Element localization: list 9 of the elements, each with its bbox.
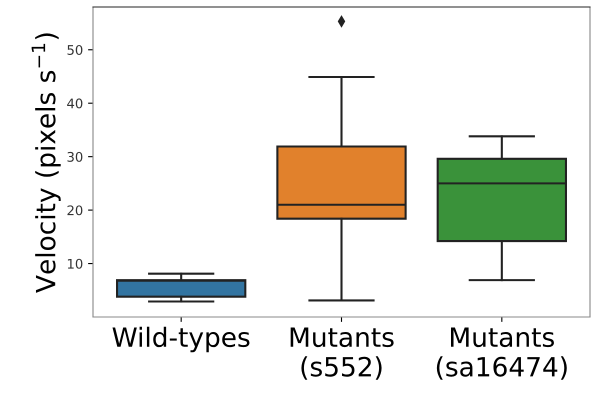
y-tick-label: 20 [67, 205, 82, 216]
y-tick-label: 30 [67, 152, 82, 162]
y-tick-label: 40 [67, 98, 82, 108]
y-tick-label: 10 [68, 258, 82, 269]
x-tick-label: Mutants (sa16474) [436, 328, 567, 380]
x-tick-label: Wild-types [112, 326, 250, 352]
y-tick-label: 50 [68, 44, 82, 55]
x-tick-label: Mutants (s552) [290, 328, 394, 380]
y-axis-title: Velocity (pixels s$^{−1}$) [32, 33, 61, 293]
